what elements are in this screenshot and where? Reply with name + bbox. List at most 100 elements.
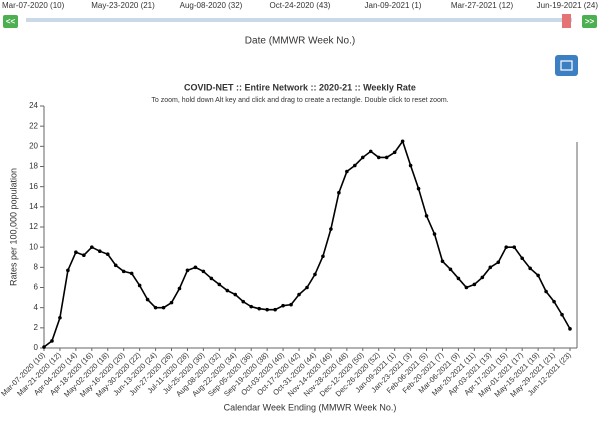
y-tick-label: 18 bbox=[29, 162, 38, 171]
image-button[interactable] bbox=[555, 55, 578, 76]
y-tick-label: 4 bbox=[34, 303, 39, 312]
chart-title: COVID-NET :: Entire Network :: 2020-21 :… bbox=[184, 82, 416, 92]
y-tick-label: 8 bbox=[34, 262, 39, 271]
data-point bbox=[424, 214, 429, 218]
y-tick-label: 6 bbox=[34, 283, 39, 292]
data-point bbox=[97, 249, 102, 253]
y-tick-label: 2 bbox=[34, 323, 39, 332]
data-point bbox=[432, 232, 437, 236]
data-point bbox=[480, 275, 485, 280]
data-point bbox=[544, 289, 548, 294]
data-point bbox=[42, 345, 46, 349]
data-point bbox=[568, 327, 572, 331]
data-point bbox=[448, 267, 453, 272]
data-point bbox=[225, 288, 230, 293]
series-line bbox=[43, 139, 571, 348]
data-point bbox=[353, 163, 357, 168]
data-point bbox=[560, 312, 564, 317]
data-point bbox=[82, 253, 86, 258]
data-point bbox=[193, 265, 198, 270]
data-point bbox=[90, 245, 94, 249]
chart-subtitle: To zoom, hold down Alt key and click and… bbox=[151, 97, 448, 104]
data-point bbox=[249, 304, 254, 309]
data-point bbox=[121, 269, 126, 274]
y-tick-label: 16 bbox=[29, 182, 38, 191]
data-point bbox=[241, 299, 246, 304]
slider-title: Date (MMWR Week No.) bbox=[245, 36, 355, 47]
data-point bbox=[177, 286, 182, 291]
data-point bbox=[456, 276, 461, 281]
slider-label: Jun-19-2021 (24) bbox=[537, 1, 599, 10]
data-point bbox=[408, 163, 413, 168]
data-point bbox=[313, 272, 317, 277]
data-point bbox=[552, 299, 556, 304]
slider-label: Mar-27-2021 (12) bbox=[451, 1, 514, 10]
y-axis-label: Rates per 100,000 population bbox=[8, 168, 18, 286]
data-point bbox=[345, 169, 349, 174]
data-point bbox=[50, 339, 54, 343]
data-point bbox=[265, 307, 269, 312]
data-point bbox=[209, 276, 214, 281]
data-point bbox=[297, 292, 301, 297]
data-point bbox=[129, 271, 134, 276]
data-point bbox=[472, 282, 477, 287]
data-point bbox=[169, 300, 174, 305]
data-point bbox=[105, 252, 110, 257]
y-tick-label: 14 bbox=[29, 202, 38, 211]
x-axis-label: Calendar Week Ending (MMWR Week No.) bbox=[224, 402, 397, 412]
data-point bbox=[305, 285, 309, 290]
data-point bbox=[520, 256, 524, 261]
slider-label: Mar-07-2020 (10) bbox=[2, 1, 65, 10]
data-point bbox=[368, 149, 373, 154]
data-point bbox=[233, 292, 238, 297]
data-point bbox=[185, 268, 190, 273]
data-point bbox=[217, 282, 222, 287]
data-point bbox=[145, 297, 150, 302]
data-point bbox=[113, 263, 118, 268]
prev-button-label: << bbox=[6, 17, 16, 26]
y-tick-label: 0 bbox=[34, 343, 39, 352]
data-point bbox=[153, 305, 158, 310]
next-button-label: >> bbox=[585, 17, 595, 26]
data-point bbox=[161, 305, 166, 310]
data-point bbox=[58, 315, 62, 320]
y-tick-label: 10 bbox=[29, 242, 38, 251]
data-point bbox=[337, 190, 341, 195]
slider-label: Jan-09-2021 (1) bbox=[365, 1, 422, 10]
data-point bbox=[66, 268, 70, 273]
data-point bbox=[464, 285, 469, 290]
data-point bbox=[496, 260, 501, 265]
slider-handle[interactable] bbox=[562, 14, 571, 28]
slider-label: May-23-2020 (21) bbox=[91, 1, 155, 10]
data-point bbox=[376, 155, 381, 160]
data-point bbox=[201, 269, 206, 274]
y-tick-label: 20 bbox=[29, 141, 38, 150]
data-point bbox=[273, 307, 277, 312]
prev-button[interactable] bbox=[3, 15, 18, 28]
data-point bbox=[528, 266, 532, 271]
slider-label: Aug-08-2020 (32) bbox=[180, 1, 243, 10]
y-tick-label: 12 bbox=[29, 222, 38, 231]
data-point bbox=[488, 265, 493, 270]
data-point bbox=[392, 150, 397, 155]
data-point bbox=[321, 254, 325, 259]
data-point bbox=[257, 306, 261, 311]
data-point bbox=[512, 245, 517, 249]
data-point bbox=[416, 186, 421, 191]
data-point bbox=[384, 155, 389, 160]
data-point bbox=[281, 303, 285, 308]
data-point bbox=[504, 245, 509, 249]
data-point bbox=[360, 155, 365, 160]
y-tick-label: 22 bbox=[29, 121, 38, 130]
data-point bbox=[440, 259, 445, 264]
data-point bbox=[536, 273, 540, 278]
data-point bbox=[329, 227, 333, 231]
data-point bbox=[137, 283, 142, 288]
data-point bbox=[74, 250, 78, 255]
y-tick-label: 24 bbox=[29, 101, 38, 110]
slider-label: Oct-24-2020 (43) bbox=[270, 1, 331, 10]
image-icon bbox=[560, 60, 573, 71]
next-button[interactable] bbox=[582, 15, 597, 28]
data-point bbox=[400, 139, 405, 144]
